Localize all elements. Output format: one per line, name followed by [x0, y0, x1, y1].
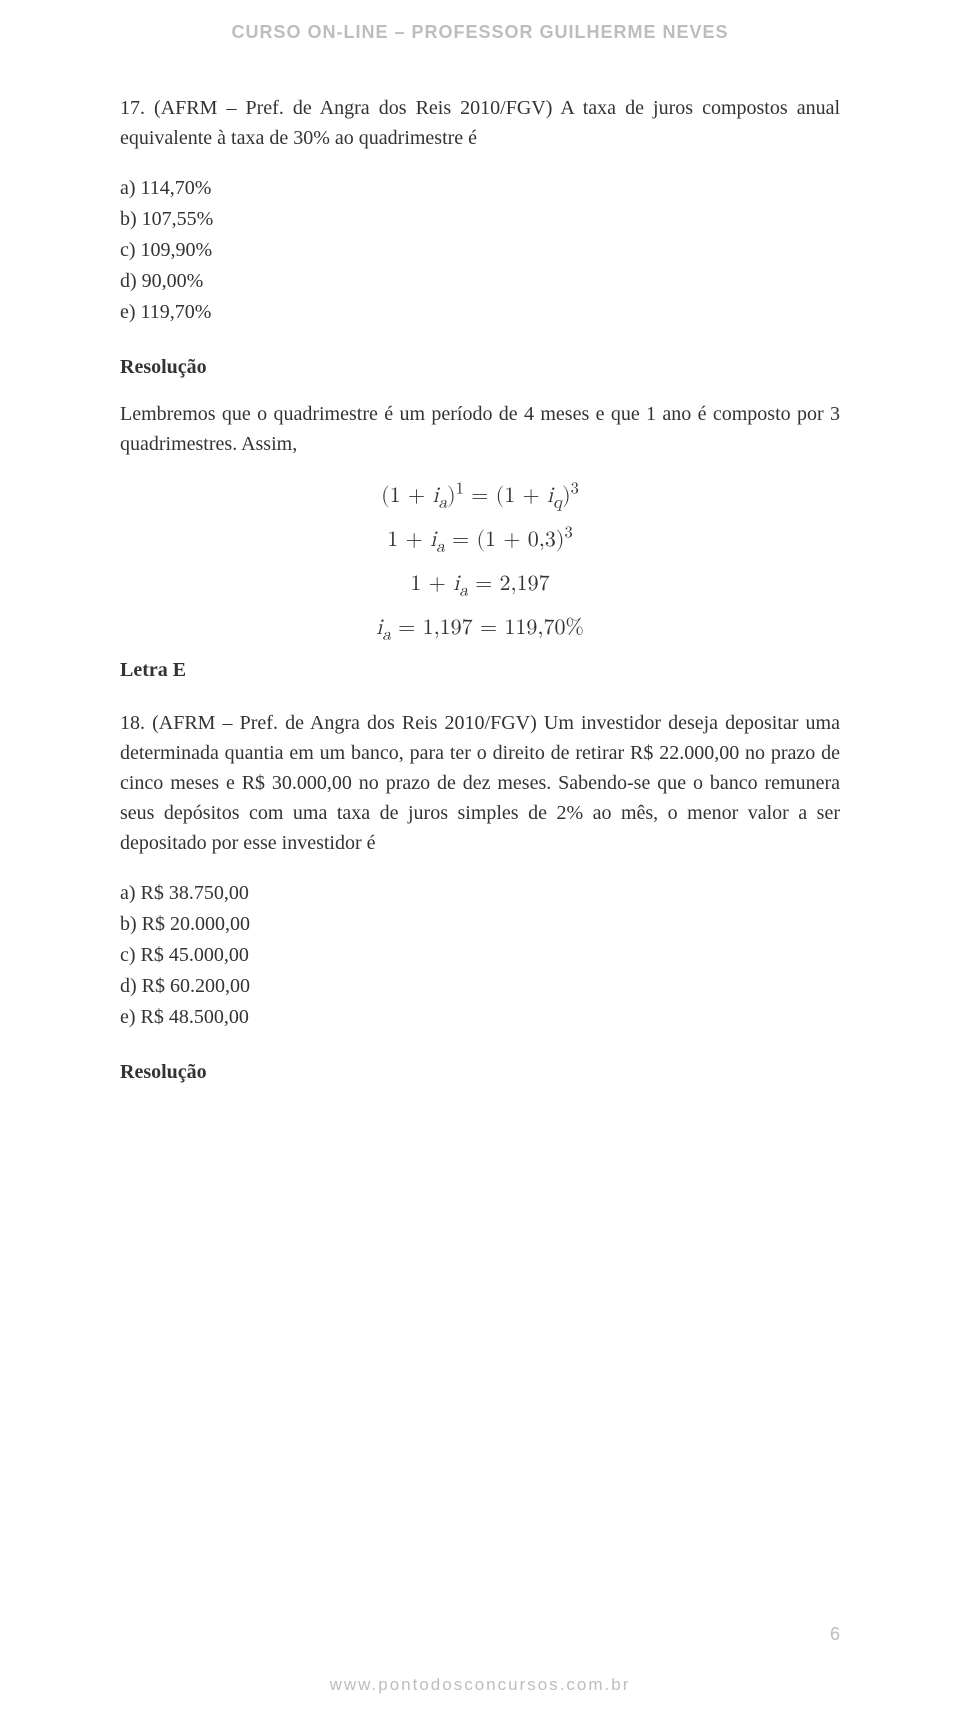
q17-option-d: d) 90,00%: [120, 266, 840, 297]
equation-2: 1 + ia = (1 + 0,3)3: [120, 527, 840, 553]
page-header: CURSO ON-LINE – PROFESSOR GUILHERME NEVE…: [120, 0, 840, 93]
q17-option-c: c) 109,90%: [120, 235, 840, 266]
equation-3: 1 + ia = 2,197: [120, 571, 840, 597]
q18-option-b: b) R$ 20.000,00: [120, 909, 840, 940]
q17-option-a: a) 114,70%: [120, 173, 840, 204]
equation-4: ia = 1,197 = 119,70%: [120, 615, 840, 641]
q18-option-e: e) R$ 48.500,00: [120, 1002, 840, 1033]
resolution-heading-2: Resolução: [120, 1061, 840, 1084]
resolution-body-1: Lembremos que o quadrimestre é um períod…: [120, 399, 840, 459]
answer-letter: Letra E: [120, 659, 840, 682]
equation-1: (1 + ia)1 = (1 + iq)3: [120, 483, 840, 509]
page-number: 6: [830, 1624, 840, 1645]
q18-options: a) R$ 38.750,00 b) R$ 20.000,00 c) R$ 45…: [120, 878, 840, 1033]
q18-option-a: a) R$ 38.750,00: [120, 878, 840, 909]
q17-option-e: e) 119,70%: [120, 297, 840, 328]
q17-options: a) 114,70% b) 107,55% c) 109,90% d) 90,0…: [120, 173, 840, 328]
q18-option-d: d) R$ 60.200,00: [120, 971, 840, 1002]
resolution-heading-1: Resolução: [120, 356, 840, 379]
q17-prompt: 17. (AFRM – Pref. de Angra dos Reis 2010…: [120, 93, 840, 153]
q17-option-b: b) 107,55%: [120, 204, 840, 235]
q18-option-c: c) R$ 45.000,00: [120, 940, 840, 971]
q18-prompt: 18. (AFRM – Pref. de Angra dos Reis 2010…: [120, 708, 840, 858]
page-footer: www.pontodosconcursos.com.br: [0, 1675, 960, 1695]
